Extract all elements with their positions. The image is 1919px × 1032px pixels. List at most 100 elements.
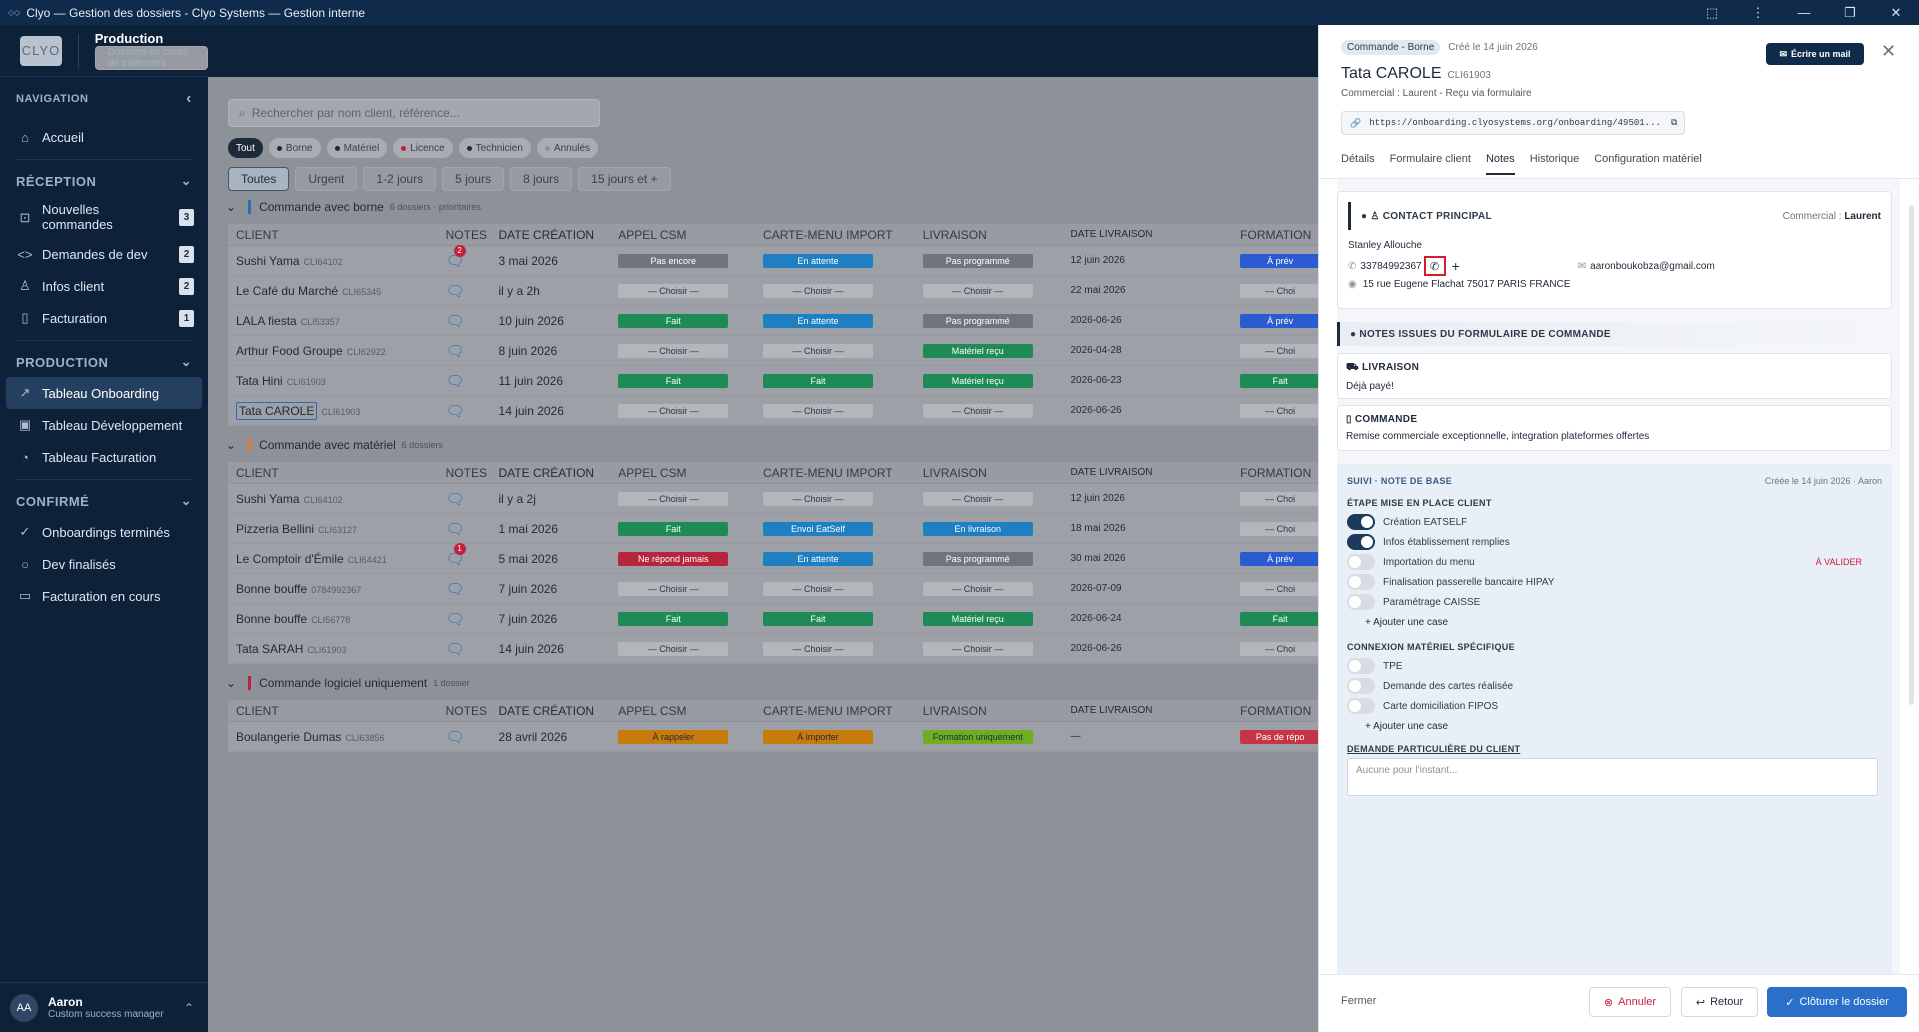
- column-header[interactable]: NOTES: [445, 465, 487, 480]
- column-header[interactable]: LIVRAISON: [922, 703, 987, 718]
- filter-chip[interactable]: Technicien: [458, 138, 531, 158]
- group-header[interactable]: ⌄ Commande logiciel uniquement 1 dossier: [226, 676, 470, 690]
- chat-icon[interactable]: 🗨: [445, 520, 465, 538]
- chat-icon[interactable]: 🗨: [445, 580, 465, 598]
- csm-status[interactable]: Fait: [618, 522, 729, 536]
- client-name[interactable]: Tata Hini: [236, 373, 283, 388]
- checklist-toggle[interactable]: Création EATSELF: [1347, 512, 1882, 532]
- livraison-status[interactable]: En livraison: [922, 522, 1033, 536]
- minimize-button[interactable]: —: [1797, 5, 1811, 20]
- write-mail-button[interactable]: ✉ Écrire un mail: [1766, 43, 1864, 65]
- client-name[interactable]: Tata CAROLE: [236, 401, 318, 420]
- formation-status[interactable]: Pas de répo: [1240, 730, 1319, 744]
- formation-status[interactable]: — Choi: [1240, 404, 1319, 418]
- column-header[interactable]: CLIENT: [236, 227, 279, 242]
- table-row[interactable]: Boulangerie Dumas CLI63856 🗨 28 avril 2026 À…: [228, 722, 1319, 752]
- table-row[interactable]: Le Café du Marché CLI65345 🗨 il y a 2h — Cho…: [228, 276, 1319, 306]
- column-header[interactable]: APPEL CSM: [618, 703, 687, 718]
- filter-chip[interactable]: Licence: [393, 138, 453, 158]
- sidebar-item-onboardings-termines[interactable]: ✓ Onboardings terminés: [0, 516, 208, 548]
- livraison-status[interactable]: Matériel reçu: [922, 374, 1033, 388]
- client-name[interactable]: Bonne bouffe: [236, 611, 308, 626]
- carte-status[interactable]: — Choisir —: [763, 582, 874, 596]
- chevron-down-icon[interactable]: ⌄: [226, 676, 237, 690]
- column-header[interactable]: DATE CRÉATION: [498, 227, 595, 242]
- column-header[interactable]: FORMATION: [1240, 465, 1312, 480]
- checklist-toggle[interactable]: TPE: [1347, 656, 1882, 676]
- carte-status[interactable]: En attente: [763, 552, 874, 566]
- client-name[interactable]: Boulangerie Dumas: [236, 729, 342, 744]
- csm-status[interactable]: — Choisir —: [618, 284, 729, 298]
- chevron-down-icon[interactable]: ⌄: [226, 438, 237, 452]
- carte-status[interactable]: — Choisir —: [763, 492, 874, 506]
- csm-status[interactable]: Fait: [618, 374, 729, 388]
- table-row[interactable]: LALA fiesta CLI53357 🗨 10 juin 2026 Fait En a…: [228, 306, 1319, 336]
- table-row[interactable]: Le Comptoir d'Émile CLI64421 🗨 1 5 mai 2026 N…: [228, 542, 1319, 574]
- chat-icon[interactable]: 🗨: [445, 490, 465, 508]
- formation-status[interactable]: À prév: [1240, 552, 1319, 566]
- column-header[interactable]: DATE LIVRAISON: [1070, 705, 1153, 716]
- formation-status[interactable]: — Choi: [1240, 582, 1319, 596]
- chat-icon[interactable]: 🗨: [445, 312, 465, 330]
- formation-status[interactable]: Fait: [1240, 374, 1319, 388]
- column-header[interactable]: NOTES: [445, 703, 487, 718]
- livraison-status[interactable]: Matériel reçu: [922, 344, 1033, 358]
- panel-tab[interactable]: Détails: [1341, 153, 1375, 165]
- formation-status[interactable]: — Choi: [1240, 642, 1319, 656]
- add-case-button-2[interactable]: + Ajouter une case: [1365, 720, 1449, 732]
- client-name[interactable]: Bonne bouffe: [236, 581, 308, 596]
- filter-chip[interactable]: Matériel: [326, 138, 388, 158]
- sidebar-item-accueil[interactable]: ⌂ Accueil: [0, 121, 208, 153]
- extension-icon[interactable]: ⬚: [1705, 4, 1719, 20]
- carte-status[interactable]: En attente: [763, 254, 874, 268]
- add-phone-button[interactable]: +: [1451, 258, 1460, 274]
- panel-scrollbar[interactable]: [1909, 205, 1914, 705]
- chat-icon[interactable]: 🗨: [445, 610, 465, 628]
- column-header[interactable]: CARTE-MENU IMPORT: [763, 227, 893, 242]
- column-header[interactable]: LIVRAISON: [922, 227, 987, 242]
- livraison-status[interactable]: — Choisir —: [922, 492, 1033, 506]
- close-window-button[interactable]: ✕: [1890, 4, 1902, 20]
- chat-icon[interactable]: 🗨: [445, 282, 465, 300]
- chat-icon[interactable]: 🗨: [445, 372, 465, 390]
- group-header[interactable]: ⌄ Commande avec borne 6 dossiers · priorit…: [226, 200, 481, 214]
- column-header[interactable]: LIVRAISON: [922, 465, 987, 480]
- livraison-status[interactable]: Pas programmé: [922, 552, 1033, 566]
- carte-status[interactable]: Fait: [763, 374, 874, 388]
- close-panel-icon[interactable]: ✕: [1881, 41, 1897, 61]
- maximize-button[interactable]: ❐: [1844, 4, 1856, 20]
- toggle-switch[interactable]: [1347, 574, 1375, 590]
- filter-chip[interactable]: Annulés: [536, 138, 599, 158]
- panel-tab[interactable]: Historique: [1529, 153, 1580, 165]
- carte-status[interactable]: À importer: [763, 730, 874, 744]
- section-reception[interactable]: RÉCEPTION ⌄: [16, 173, 192, 189]
- livraison-status[interactable]: — Choisir —: [922, 642, 1033, 656]
- livraison-status[interactable]: Pas programmé: [922, 314, 1033, 328]
- column-header[interactable]: DATE CRÉATION: [498, 703, 595, 718]
- client-name[interactable]: LALA fiesta: [236, 313, 297, 328]
- collapse-sidebar-icon[interactable]: ‹: [186, 90, 192, 107]
- csm-status[interactable]: Fait: [618, 612, 729, 626]
- sidebar-item-demandes-dev[interactable]: <> Demandes de dev 2: [0, 238, 208, 270]
- csm-status[interactable]: — Choisir —: [618, 582, 729, 596]
- close-link[interactable]: Fermer: [1341, 995, 1377, 1007]
- sidebar-item-tableau-facturation[interactable]: ◔ Tableau Facturation: [0, 441, 208, 473]
- add-case-button[interactable]: + Ajouter une case: [1365, 616, 1449, 628]
- sidebar-item-facturation[interactable]: ▯ Facturation 1: [0, 302, 208, 334]
- client-name[interactable]: Le Comptoir d'Émile: [236, 551, 344, 566]
- period-tab[interactable]: 15 jours et +: [578, 167, 671, 191]
- formation-status[interactable]: — Choi: [1240, 492, 1319, 506]
- carte-status[interactable]: Fait: [763, 612, 874, 626]
- client-name[interactable]: Sushi Yama: [236, 253, 300, 268]
- carte-status[interactable]: — Choisir —: [763, 642, 874, 656]
- client-name[interactable]: Le Café du Marché: [236, 283, 339, 298]
- cancel-button[interactable]: ⊗ Annuler: [1589, 987, 1671, 1017]
- chat-icon[interactable]: 🗨 1: [445, 542, 466, 568]
- table-row[interactable]: Pizzeria Bellini CLI63127 🗨 1 mai 2026 Fait E…: [228, 514, 1319, 544]
- column-header[interactable]: FORMATION: [1240, 227, 1312, 242]
- sidebar-item-infos-client[interactable]: ♙ Infos client 2: [0, 270, 208, 302]
- period-tab[interactable]: 5 jours: [442, 167, 505, 191]
- table-row[interactable]: Tata CAROLE CLI61903 🗨 14 juin 2026 — Choisi…: [228, 396, 1319, 426]
- sidebar-item-tableau-developpement[interactable]: ▣ Tableau Développement: [0, 409, 208, 441]
- csm-status[interactable]: Ne répond jamais: [618, 552, 729, 566]
